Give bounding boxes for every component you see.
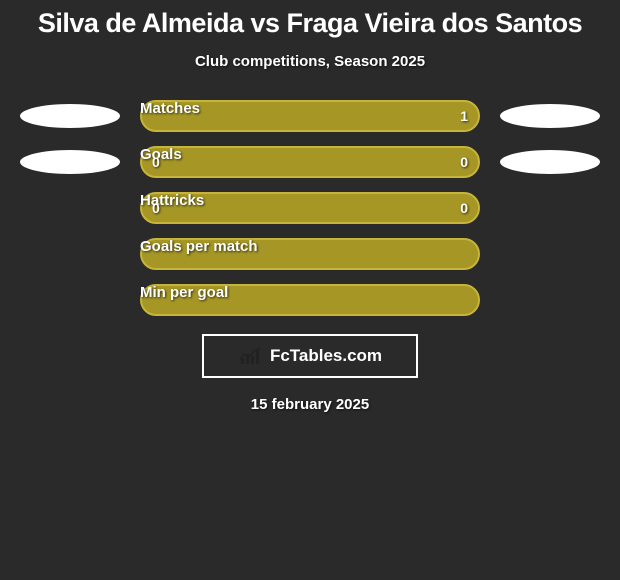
stat-row: Goals per match [0,238,620,270]
stat-left-value: 0 [152,200,160,216]
page-title: Silva de Almeida vs Fraga Vieira dos San… [0,0,620,39]
stat-left-value: 0 [152,154,160,170]
date-text: 15 february 2025 [0,396,620,413]
stat-bar: Goals per match [140,238,480,270]
stat-bar: 0 Goals 0 [140,146,480,178]
stat-label: Hattricks [140,192,204,209]
stat-right-value: 0 [460,154,468,170]
stat-row: Matches 1 [0,100,620,132]
stat-bar: 0 Hattricks 0 [140,192,480,224]
ellipse-left [20,150,120,174]
stat-label: Matches [140,100,200,117]
ellipse-right [500,104,600,128]
stat-row: 0 Goals 0 [0,146,620,178]
ellipse-right [500,150,600,174]
subtitle: Club competitions, Season 2025 [0,53,620,70]
ellipse-left [20,104,120,128]
stat-label: Goals per match [140,238,258,255]
logo-box: FcTables.com [202,334,418,378]
bar-fill [140,146,480,178]
stat-label: Goals [140,146,182,163]
logo-text: FcTables.com [270,346,382,366]
stat-row: Min per goal [0,284,620,316]
stat-bar: Min per goal [140,284,480,316]
stat-rows: Matches 1 0 Goals 0 0 Hattricks 0 Goals … [0,100,620,316]
chart-icon [238,346,264,366]
stat-label: Min per goal [140,284,228,301]
stat-right-value: 0 [460,200,468,216]
stat-row: 0 Hattricks 0 [0,192,620,224]
stat-bar: Matches 1 [140,100,480,132]
stat-right-value: 1 [460,108,468,124]
